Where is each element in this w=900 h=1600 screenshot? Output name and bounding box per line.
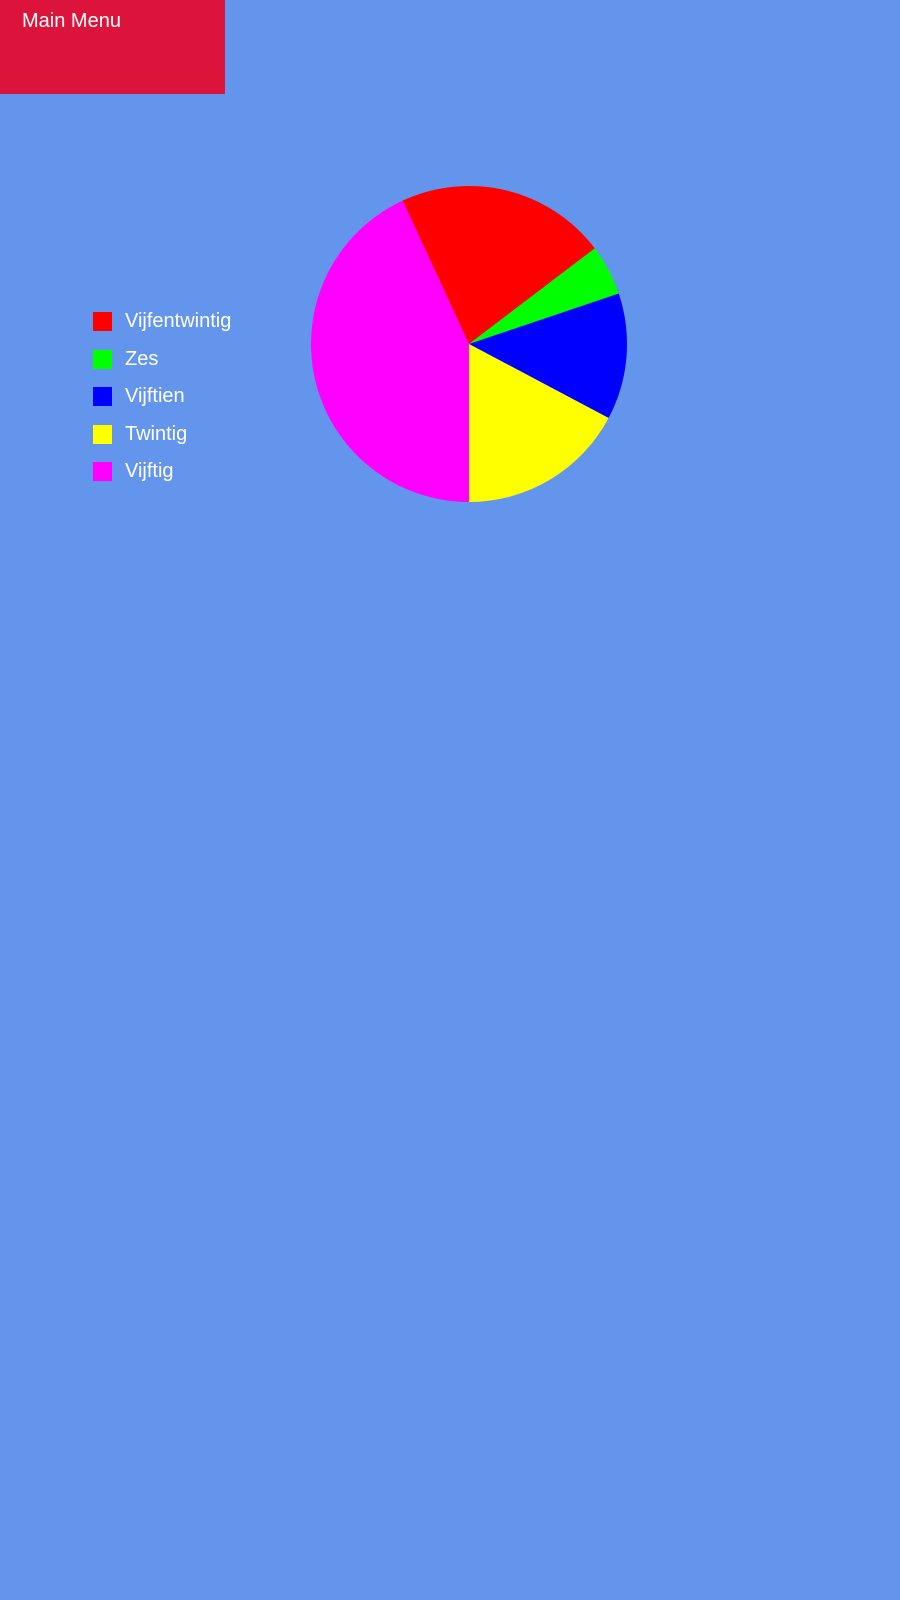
legend-label: Vijfentwintig xyxy=(125,310,232,332)
main-menu-button[interactable]: Main Menu xyxy=(0,0,225,94)
pie-slice-vijfentwintig xyxy=(402,186,595,344)
legend-item: Vijftig xyxy=(93,460,273,500)
legend-item: Vijfentwintig xyxy=(93,310,273,350)
legend-swatch xyxy=(93,312,112,331)
legend-swatch xyxy=(93,424,112,444)
main-menu-label: Main Menu xyxy=(22,10,121,32)
legend-label: Twintig xyxy=(125,422,188,445)
pie-slice-twintig xyxy=(469,344,609,502)
pie-slice-vijftig xyxy=(311,200,469,502)
legend-item: Zes xyxy=(93,347,273,388)
pie-chart xyxy=(311,186,627,502)
legend-label: Vijftig xyxy=(125,460,174,482)
legend-label: Zes xyxy=(125,347,159,370)
legend-label: Vijftien xyxy=(125,385,185,407)
pie-slice-zes xyxy=(469,248,619,344)
legend-item: Vijftien xyxy=(93,385,273,425)
legend-swatch xyxy=(93,387,112,406)
legend-swatch xyxy=(93,349,112,369)
legend-swatch xyxy=(93,462,112,481)
legend-item: Twintig xyxy=(93,422,273,463)
pie-slice-vijftien xyxy=(469,293,627,419)
chart-legend: Vijfentwintig Zes Vijftien Twintig Vijft… xyxy=(93,310,273,500)
